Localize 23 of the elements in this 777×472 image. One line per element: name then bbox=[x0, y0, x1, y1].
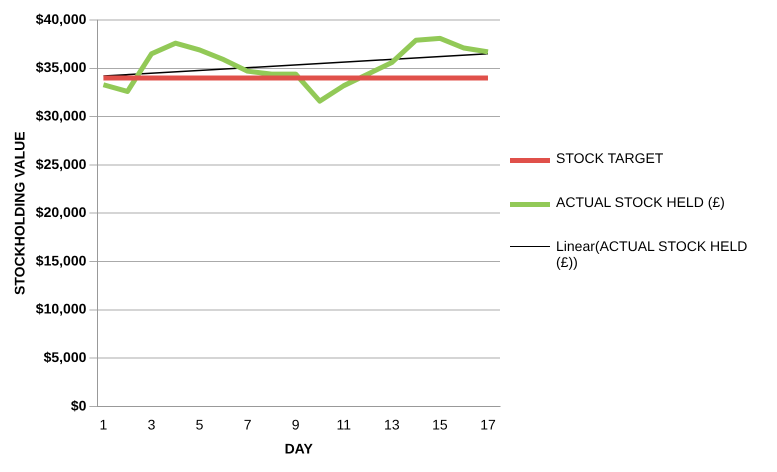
y-tick-label: $40,000 bbox=[36, 10, 87, 27]
y-tick-label: $0 bbox=[70, 397, 87, 414]
y-tick-label: $20,000 bbox=[36, 204, 87, 220]
x-tick-label: 17 bbox=[480, 416, 496, 433]
x-tick-label: 15 bbox=[432, 416, 448, 433]
y-axis-title: STOCKHOLDING VALUE bbox=[11, 131, 28, 296]
x-tick-label: 5 bbox=[196, 416, 204, 433]
y-tick-label: $25,000 bbox=[36, 156, 87, 172]
y-tick-label: $30,000 bbox=[36, 107, 87, 124]
x-tick-label: 1 bbox=[100, 416, 108, 433]
y-tick-label: $10,000 bbox=[36, 300, 87, 317]
y-tick-label: $5,000 bbox=[44, 348, 87, 365]
legend-label: Linear(ACTUAL STOCK HELD (£)) bbox=[556, 238, 748, 270]
y-tick-label: $15,000 bbox=[36, 252, 87, 268]
y-tick-label: $35,000 bbox=[36, 59, 87, 76]
x-tick-label: 7 bbox=[244, 416, 252, 433]
x-axis-title: DAY bbox=[284, 440, 314, 456]
x-tick-label: 13 bbox=[384, 416, 400, 433]
legend-label: ACTUAL STOCK HELD (£) bbox=[556, 194, 725, 210]
legend-label: STOCK TARGET bbox=[556, 150, 664, 166]
x-tick-label: 3 bbox=[148, 416, 156, 433]
x-tick-label: 11 bbox=[336, 416, 352, 433]
x-tick-label: 9 bbox=[292, 416, 300, 433]
